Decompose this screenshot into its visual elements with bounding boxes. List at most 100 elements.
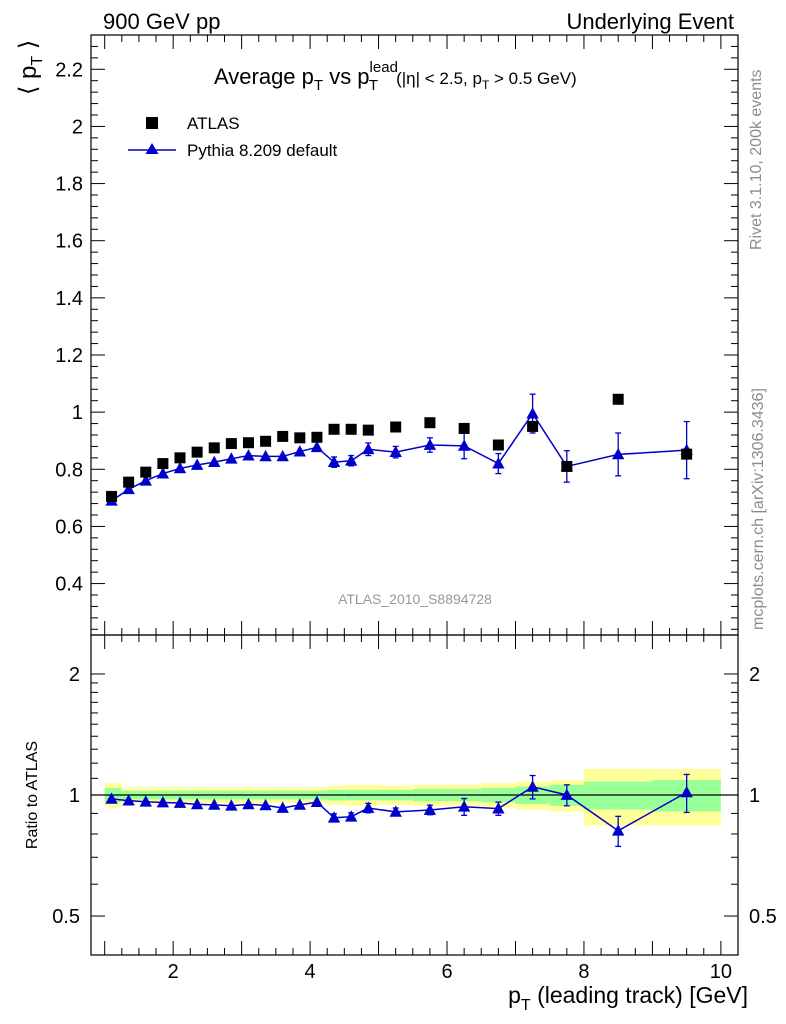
pythia-point xyxy=(344,454,358,466)
ratio-pythia-point xyxy=(276,801,289,813)
ratio-y-tick-label-left: 1 xyxy=(69,785,80,807)
axis-ticks: 0.4 0.6 0.8 1 1.2 1.4 1.6 1.8 2 2.2 2 4 6 8 10 0.5 0.5 1 1… xyxy=(52,35,777,983)
ratio-pythia-point xyxy=(612,824,625,836)
main-y-tick-label: 0.4 xyxy=(55,574,83,596)
ratio-pythia-point xyxy=(139,795,152,807)
atlas-point xyxy=(492,439,504,451)
ratio-pythia-point xyxy=(122,794,135,806)
pythia-point xyxy=(327,455,341,468)
atlas-point xyxy=(612,393,624,405)
pythia-point xyxy=(225,452,238,464)
atlas-point xyxy=(208,442,220,454)
atlas-point xyxy=(345,423,357,435)
ratio-y-axis-title: Ratio to ATLAS xyxy=(24,741,41,849)
ratio-uncertainty-bands xyxy=(104,769,721,826)
energy-label: 900 GeV pp xyxy=(103,9,220,34)
ratio-pythia-point xyxy=(242,797,255,810)
ratio-pythia-point xyxy=(457,800,471,812)
atlas-point xyxy=(260,435,272,447)
x-tick-label: 2 xyxy=(168,961,179,983)
ratio-pythia-point xyxy=(526,780,539,792)
legend-pythia-label: Pythia 8.209 default xyxy=(187,141,338,160)
chart-title: Average pT vs plead T (|η| < 2.5, pT > 0.5… xyxy=(214,59,577,94)
analysis-watermark: ATLAS_2010_S8894728 xyxy=(338,591,492,607)
pythia-point xyxy=(259,449,272,462)
ratio-y-tick-label-right: 0.5 xyxy=(749,906,777,928)
legend: ATLAS Pythia 8.209 default xyxy=(128,114,338,160)
pythia-point xyxy=(526,407,539,419)
pythia-point xyxy=(293,445,306,457)
pythia-point xyxy=(362,442,375,455)
ratio-data-layer xyxy=(91,773,738,848)
atlas-point xyxy=(527,420,539,432)
pythia-point xyxy=(457,439,471,451)
x-tick-label: 6 xyxy=(441,961,452,983)
analysis-group-label: Underlying Event xyxy=(566,9,734,34)
ratio-pythia-point xyxy=(389,805,402,817)
atlas-point xyxy=(294,432,306,444)
ratio-pythia-point xyxy=(344,810,358,822)
pythia-point xyxy=(208,455,221,468)
pythia-point xyxy=(173,461,187,474)
pythia-point xyxy=(139,474,152,486)
main-y-tick-label: 0.6 xyxy=(55,516,83,538)
main-y-tick-label: 1.4 xyxy=(55,288,83,310)
main-data-layer xyxy=(105,393,693,506)
pythia-point xyxy=(389,445,402,458)
x-axis-title: pT (leading track) [GeV] xyxy=(508,982,748,1014)
ratio-pythia-point xyxy=(362,801,375,813)
main-y-tick-label: 2.2 xyxy=(55,59,83,81)
x-tick-label: 10 xyxy=(710,961,732,983)
pythia-point xyxy=(242,449,255,461)
ratio-pythia-point xyxy=(156,795,170,808)
main-y-tick-label: 1.6 xyxy=(55,231,83,253)
ratio-pythia-point xyxy=(173,796,187,808)
atlas-point xyxy=(390,421,402,433)
main-y-tick-label: 2 xyxy=(72,116,83,138)
atlas-point xyxy=(191,446,203,458)
x-tick-label: 4 xyxy=(305,961,316,983)
ratio-y-tick-label-right: 1 xyxy=(749,785,760,807)
atlas-point xyxy=(225,438,237,450)
pythia-point xyxy=(310,440,324,453)
atlas-point xyxy=(328,423,340,435)
ratio-pythia-point xyxy=(208,798,221,810)
main-y-tick-label: 1.2 xyxy=(55,345,83,367)
pythia-point xyxy=(122,482,135,495)
ratio-pythia-point xyxy=(105,792,118,804)
rivet-version-label: Rivet 3.1.10, 200k events xyxy=(748,69,765,250)
ratio-pythia-point xyxy=(492,802,505,814)
atlas-point xyxy=(277,430,289,442)
ratio-pythia-point xyxy=(327,811,341,823)
atlas-point xyxy=(681,448,693,460)
main-y-tick-label: 1.8 xyxy=(55,174,83,196)
atlas-point xyxy=(157,458,169,470)
pythia-point xyxy=(492,457,505,469)
atlas-point xyxy=(106,490,118,502)
ratio-pythia-point xyxy=(423,803,437,815)
legend-atlas-marker xyxy=(146,117,158,129)
legend-pythia-marker xyxy=(145,143,159,154)
atlas-point xyxy=(242,437,254,449)
legend-atlas-label: ATLAS xyxy=(187,114,240,133)
atlas-point xyxy=(458,422,470,434)
atlas-point xyxy=(362,424,374,436)
ratio-y-tick-label-left: 2 xyxy=(69,664,80,686)
mcplots-reference-label: mcplots.cern.ch [arXiv:1306.3436] xyxy=(750,388,767,630)
ratio-y-tick-label-left: 0.5 xyxy=(52,906,80,928)
main-y-tick-label: 0.8 xyxy=(55,459,83,481)
ratio-pythia-point xyxy=(560,788,574,800)
ratio-pythia-point xyxy=(225,799,238,811)
pythia-point xyxy=(612,447,625,460)
atlas-point xyxy=(174,452,186,464)
ratio-pythia-point xyxy=(680,785,693,798)
main-y-axis-title: ⟨ pT ⟩ xyxy=(15,40,46,95)
pythia-point xyxy=(190,458,204,470)
atlas-point xyxy=(311,431,323,443)
main-y-tick-label: 1 xyxy=(72,402,83,424)
atlas-point xyxy=(561,460,573,472)
pythia-point xyxy=(423,438,437,450)
ratio-pythia-point xyxy=(190,797,204,810)
x-tick-label: 8 xyxy=(578,961,589,983)
